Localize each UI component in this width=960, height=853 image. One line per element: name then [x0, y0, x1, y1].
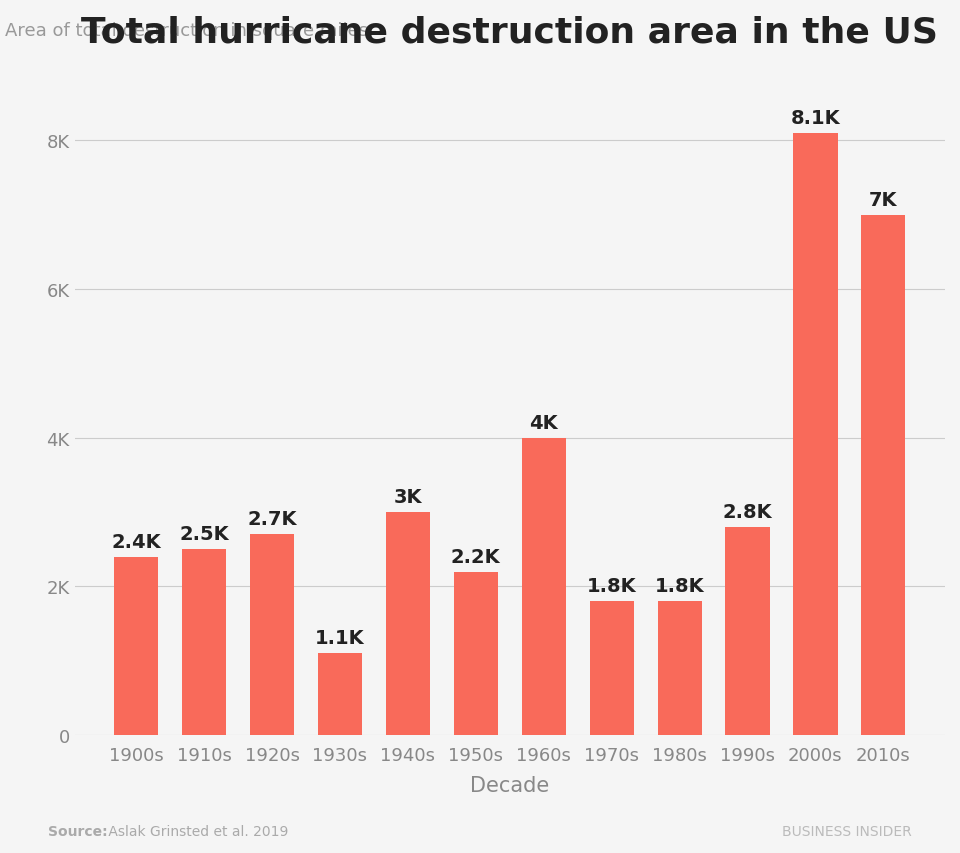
Bar	[589, 601, 634, 735]
Bar	[114, 557, 158, 735]
Bar	[454, 572, 498, 735]
Text: Area of total destruction in square miles: Area of total destruction in square mile…	[5, 22, 368, 40]
Bar	[793, 134, 837, 735]
Text: 2.7K: 2.7K	[248, 510, 297, 529]
Title: Total hurricane destruction area in the US: Total hurricane destruction area in the …	[82, 15, 938, 49]
Text: 4K: 4K	[529, 413, 558, 432]
Bar	[182, 549, 227, 735]
Bar	[318, 653, 362, 735]
Text: 1.8K: 1.8K	[655, 577, 705, 595]
Text: 2.2K: 2.2K	[451, 547, 500, 566]
Bar	[250, 535, 294, 735]
Text: 7K: 7K	[869, 190, 898, 210]
Text: 3K: 3K	[394, 488, 422, 507]
Bar	[861, 216, 905, 735]
Text: Aslak Grinsted et al. 2019: Aslak Grinsted et al. 2019	[104, 824, 288, 838]
Bar	[726, 527, 770, 735]
X-axis label: Decade: Decade	[470, 775, 549, 795]
Text: 2.4K: 2.4K	[111, 532, 161, 551]
Text: 1.1K: 1.1K	[315, 629, 365, 647]
Text: BUSINESS INSIDER: BUSINESS INSIDER	[782, 824, 912, 838]
Text: 2.5K: 2.5K	[180, 525, 228, 543]
Bar	[521, 438, 565, 735]
Text: Source:: Source:	[48, 824, 108, 838]
Bar	[386, 513, 430, 735]
Bar	[658, 601, 702, 735]
Text: 2.8K: 2.8K	[723, 502, 772, 521]
Text: 1.8K: 1.8K	[587, 577, 636, 595]
Text: 8.1K: 8.1K	[791, 109, 840, 128]
